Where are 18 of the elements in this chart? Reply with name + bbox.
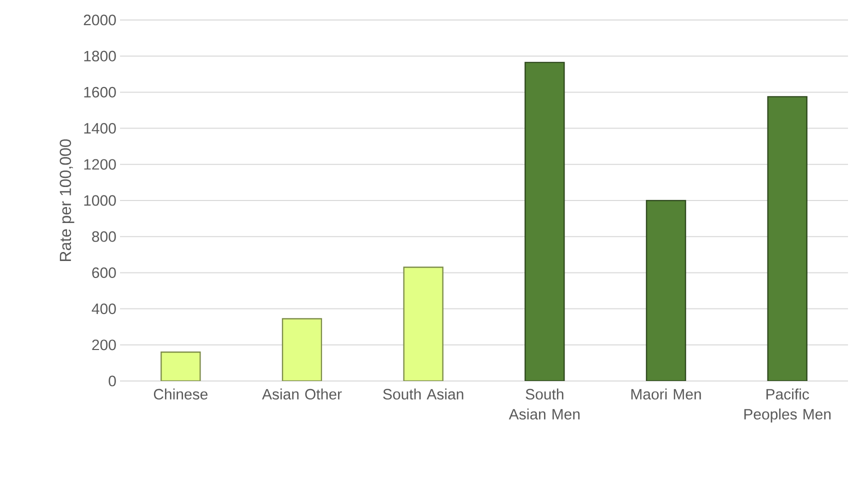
y-axis-title: Rate per 100,000 (60, 139, 74, 262)
y-tick-label: 0 (108, 376, 116, 386)
y-tick-label: 800 (92, 231, 116, 242)
x-tick-label: Asian Other (262, 388, 342, 400)
y-tick-label: 1200 (84, 159, 116, 170)
y-tick-label: 600 (92, 267, 116, 278)
x-tick-label: Maori Men (631, 388, 701, 400)
y-tick-label: 1400 (84, 122, 116, 134)
y-tick-label: 2000 (84, 14, 116, 26)
y-tick-label: 1600 (84, 86, 116, 98)
y-tick-label: 1800 (84, 50, 116, 62)
x-tick-label: Chinese (154, 388, 208, 400)
y-tick-label: 1000 (84, 195, 116, 206)
y-tick-label: 200 (92, 340, 116, 350)
x-tick-label: Pacific Peoples Men (744, 388, 831, 423)
x-tick-label: South Asian Men (508, 388, 580, 420)
x-tick-label: South Asian (383, 388, 464, 400)
y-tick-label: 400 (92, 303, 116, 314)
